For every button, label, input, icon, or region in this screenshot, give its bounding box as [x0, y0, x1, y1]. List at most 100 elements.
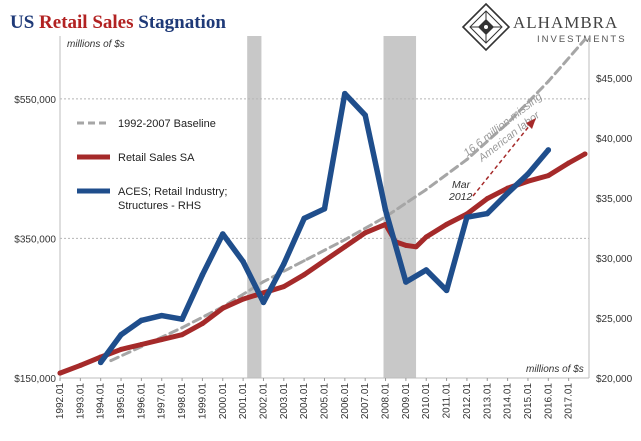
- series-baseline-point: [343, 238, 347, 242]
- legend-label-baseline: 1992-2007 Baseline: [118, 118, 216, 130]
- series-retail-sales-point: [57, 370, 63, 376]
- title-part-2: Retail Sales: [39, 12, 133, 33]
- series-retail-sales-point: [423, 234, 429, 240]
- x-tick-label: 2001.01: [238, 383, 249, 420]
- series-aces-point: [301, 215, 307, 222]
- x-tick-label: 1999.01: [197, 383, 208, 420]
- x-tick-label: 1996.01: [136, 383, 147, 420]
- left-tick-label: $550,000: [14, 95, 56, 106]
- series-lines: [57, 37, 588, 376]
- series-retail-sales-point: [403, 242, 409, 248]
- series-retail-sales-point: [342, 244, 348, 250]
- series-aces-point: [97, 359, 104, 366]
- series-aces-point: [525, 171, 531, 177]
- legend-label-aces-line-2: Structures - RHS: [118, 200, 201, 212]
- gridlines: [60, 98, 589, 239]
- left-tick-label: $150,000: [14, 374, 56, 385]
- gap-arrow-head: [526, 118, 536, 129]
- x-tick-label: 2016.01: [543, 383, 554, 420]
- x-tick-label: 1997.01: [157, 383, 168, 420]
- series-retail-sales-point: [322, 258, 327, 264]
- series-aces-point: [362, 112, 368, 118]
- series-baseline-point: [302, 259, 306, 263]
- bottom-right-unit: millions of $s: [526, 364, 584, 375]
- series-retail-sales-point: [413, 244, 419, 250]
- right-tick-label: $35,000: [596, 194, 633, 205]
- x-tick-label: 2006.01: [340, 383, 351, 420]
- series-retail-sales-point: [444, 221, 450, 227]
- x-tick-label: 2012.01: [462, 383, 473, 420]
- series-baseline-point: [465, 158, 469, 162]
- series-retail-sales-point: [484, 196, 490, 202]
- series-aces-point: [504, 190, 511, 196]
- series-aces-point: [118, 332, 124, 338]
- series-aces-point: [281, 261, 287, 267]
- series-aces-point: [342, 90, 348, 97]
- right-tick-label: $45,000: [596, 74, 633, 85]
- series-baseline-point: [109, 359, 113, 363]
- series-retail-sales-point: [301, 272, 307, 278]
- x-tick-label: 2009.01: [401, 383, 412, 420]
- left-axis-unit: millions of $s: [67, 39, 125, 50]
- right-tick-label: $30,000: [596, 254, 633, 265]
- legend-label-aces: ACES; Retail Industry; Structures - RHS: [118, 186, 231, 212]
- x-tick-label: 2015.01: [523, 383, 534, 420]
- left-tick-label: $350,000: [14, 234, 56, 245]
- series-baseline-point: [180, 326, 184, 330]
- x-tick-label: 1993.01: [75, 383, 86, 420]
- x-axis-ticks: 1992.01 1993.01 1994.01 1995.01 1996.01 1997.…: [55, 378, 575, 419]
- series-aces-point: [321, 206, 328, 212]
- series-aces-point: [443, 287, 450, 294]
- series-retail-sales-point: [199, 321, 205, 327]
- series-retail-sales-point: [159, 337, 165, 343]
- mar-2012-label-line-1: Mar: [452, 179, 471, 191]
- series-retail-sales-point: [281, 284, 287, 290]
- legend: 1992-2007 Baseline Retail Sales SA ACES;…: [77, 118, 231, 212]
- series-aces-point: [260, 299, 267, 306]
- series-retail-sales-point: [179, 332, 185, 338]
- x-tick-label: 2003.01: [279, 383, 290, 420]
- chart-title: US Retail Sales Stagnation: [10, 12, 226, 33]
- series-retail-sales-point: [525, 178, 531, 184]
- series-baseline-point: [261, 280, 265, 284]
- series-baseline-point: [583, 37, 587, 41]
- series-aces-point: [158, 312, 165, 319]
- x-tick-label: 2011.01: [442, 383, 453, 419]
- series-baseline-point: [506, 121, 510, 125]
- series-aces-point: [464, 214, 470, 220]
- series-retail-sales-point: [362, 230, 368, 236]
- series-aces-point: [220, 231, 226, 237]
- right-axis-ticks: $20,000 $25,000 $30,000 $35,000 $40,000 $45,0…: [596, 74, 633, 385]
- series-aces-point: [179, 316, 185, 322]
- series-retail-sales-point: [566, 160, 572, 166]
- x-tick-label: 2004.01: [299, 383, 310, 420]
- legend-label-aces-line-1: ACES; Retail Industry;: [118, 186, 227, 198]
- x-tick-label: 1994.01: [96, 383, 107, 420]
- series-aces-point: [545, 147, 552, 153]
- x-tick-label: 2005.01: [320, 383, 331, 420]
- series-retail-sales-point: [77, 362, 83, 368]
- x-tick-label: 1998.01: [177, 383, 188, 420]
- series-retail-sales-point: [240, 296, 246, 302]
- diamond-lattice-icon: [461, 2, 511, 52]
- x-tick-label: 2014.01: [503, 383, 514, 420]
- x-tick-label: 2007.01: [360, 383, 371, 420]
- left-axis-ticks: $150,000 $350,000 $550,000: [14, 95, 56, 385]
- x-tick-label: 2002.01: [258, 383, 269, 420]
- series-aces-point: [199, 272, 206, 278]
- series-aces-point: [240, 258, 246, 265]
- series-aces-point: [138, 317, 145, 324]
- title-part-3: Stagnation: [134, 12, 227, 33]
- x-tick-label: 2010.01: [421, 383, 432, 420]
- series-baseline-point: [424, 188, 428, 192]
- series-retail-sales-point: [545, 173, 551, 179]
- title-part-1: US: [10, 12, 39, 33]
- x-tick-label: 2008.01: [381, 383, 392, 420]
- right-tick-label: $25,000: [596, 314, 633, 325]
- series-retail-sales-point: [582, 151, 588, 157]
- series-aces-point: [403, 279, 409, 285]
- legend-label-retail-sales: Retail Sales SA: [118, 152, 195, 164]
- series-retail-sales-point: [138, 341, 144, 347]
- x-tick-label: 2017.01: [564, 383, 575, 420]
- right-tick-label: $40,000: [596, 134, 633, 145]
